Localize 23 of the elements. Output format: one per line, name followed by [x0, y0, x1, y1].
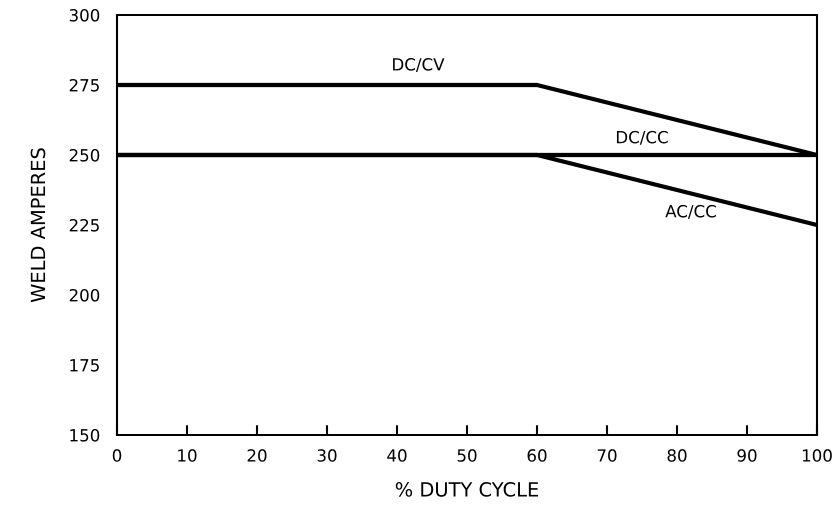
- x-tick-label: 20: [248, 449, 266, 462]
- x-tick-label: 50: [458, 449, 476, 462]
- x-tick-label: 100: [802, 449, 832, 462]
- y-tick-label: 275: [70, 78, 99, 92]
- y-tick-label: 250: [70, 148, 100, 162]
- x-axis-title: % DUTY CYCLE: [396, 482, 538, 497]
- x-tick-label: 40: [387, 449, 406, 462]
- x-tick-label: 90: [737, 449, 756, 462]
- x-tick-label: 10: [178, 449, 196, 462]
- y-tick-label: 300: [70, 8, 100, 22]
- y-tick-label: 175: [70, 359, 99, 372]
- x-tick-label: 70: [598, 449, 616, 462]
- y-tick-label: 200: [70, 288, 100, 302]
- series-label: AC/CC: [665, 204, 716, 219]
- x-tick-label: 60: [528, 449, 546, 462]
- series-label: DC/CV: [393, 58, 444, 72]
- y-axis-title: WELD AMPERES: [30, 148, 46, 302]
- x-tick-label: 30: [318, 449, 336, 462]
- series-label: DC/CC: [616, 130, 668, 145]
- x-tick-label: 80: [668, 449, 686, 462]
- y-tick-label: 225: [70, 218, 99, 232]
- x-tick-label: 0: [112, 449, 122, 462]
- y-tick-label: 150: [70, 428, 100, 442]
